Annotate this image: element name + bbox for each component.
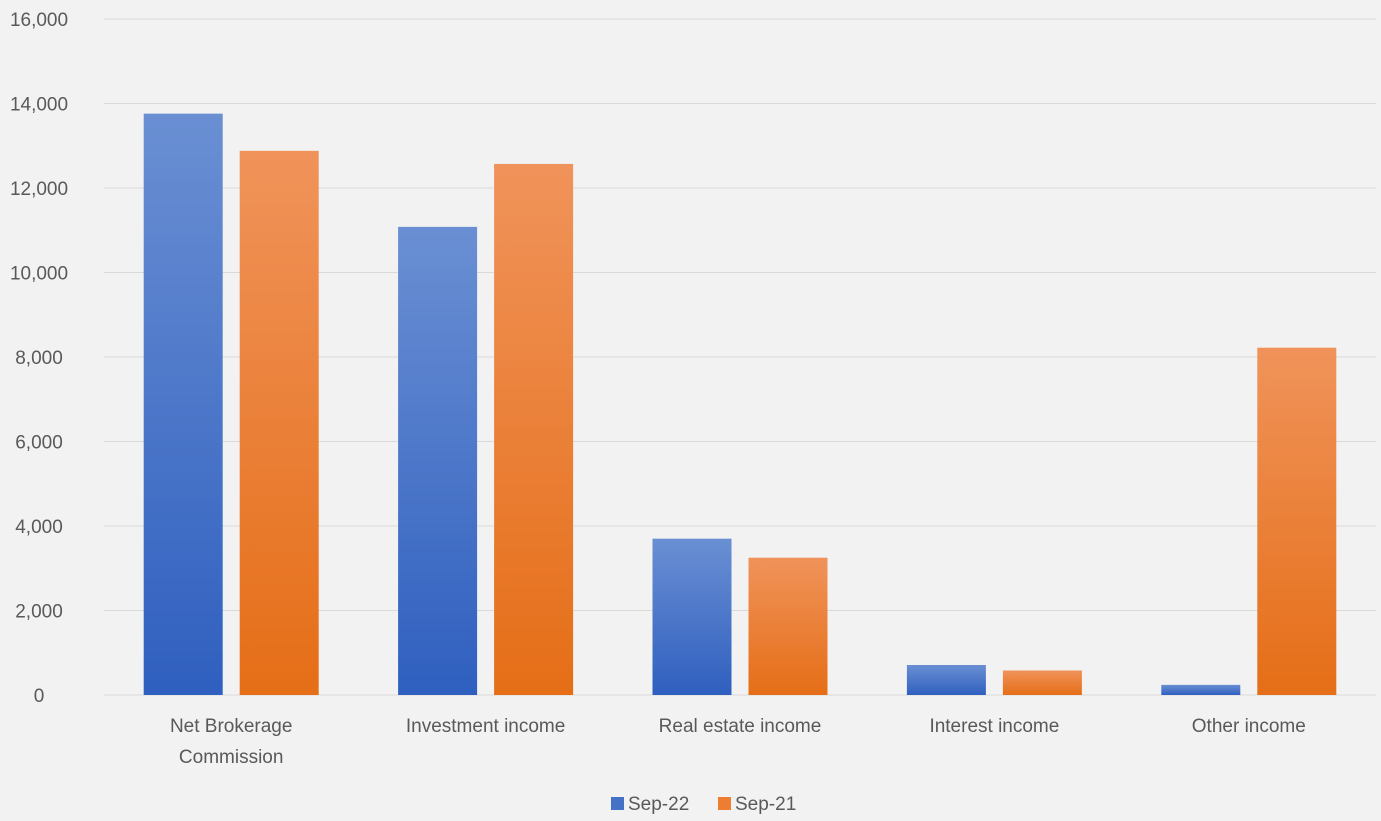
x-category-label: Investment income — [406, 716, 565, 737]
x-axis-category-labels: Net Brokerage Commission Investment income… — [170, 716, 1306, 768]
bar-sep-22 — [1161, 684, 1241, 695]
bar-sep-22 — [906, 665, 986, 695]
x-category-label: Other income — [1192, 716, 1306, 737]
x-category-label-line: Interest income — [929, 716, 1059, 737]
y-tick-label: 16,000 — [10, 10, 68, 31]
x-category-label: Real estate income — [659, 716, 822, 737]
bar-sep-21 — [494, 163, 574, 696]
bar-sep-22 — [652, 538, 732, 695]
legend-swatch-sep-21 — [718, 797, 731, 810]
y-tick-label: 10,000 — [10, 264, 68, 285]
bar-sep-21 — [748, 557, 828, 695]
y-tick-label: 0 — [34, 686, 45, 707]
y-tick-label: 2,000 — [15, 602, 63, 623]
y-tick-label: 14,000 — [10, 95, 68, 116]
x-category-label-line: Net Brokerage — [170, 716, 293, 737]
bar-sep-22 — [143, 113, 223, 695]
bar-sep-22 — [398, 226, 478, 695]
legend-label: Sep-22 — [628, 794, 689, 815]
bar-sep-21 — [1257, 347, 1337, 695]
legend-label: Sep-21 — [735, 794, 796, 815]
bars — [143, 113, 1337, 696]
y-tick-label: 8,000 — [15, 348, 63, 369]
legend: Sep-22 Sep-21 — [611, 794, 796, 815]
x-category-label-line: Commission — [179, 747, 284, 768]
x-category-label-line: Other income — [1192, 716, 1306, 737]
legend-swatch-sep-22 — [611, 797, 624, 810]
x-category-label-line: Real estate income — [659, 716, 822, 737]
bar-sep-21 — [1002, 670, 1082, 695]
y-tick-label: 6,000 — [15, 433, 63, 454]
x-category-label: Net Brokerage Commission — [170, 716, 293, 768]
x-category-label-line: Investment income — [406, 716, 565, 737]
y-axis-tick-labels: 0 2,000 4,000 6,000 8,000 10,000 12,000 14,000 1… — [10, 10, 68, 707]
x-category-label: Interest income — [929, 716, 1059, 737]
y-tick-label: 4,000 — [15, 517, 63, 538]
bar-sep-21 — [239, 150, 319, 695]
y-tick-label: 12,000 — [10, 179, 68, 200]
